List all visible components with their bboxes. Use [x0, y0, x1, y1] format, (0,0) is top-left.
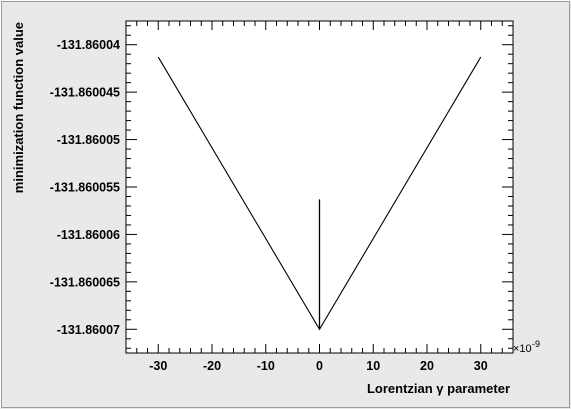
y-tick-label: -131.860045 — [50, 86, 120, 100]
x-tick-label: 20 — [420, 359, 434, 373]
ticks-layer: -30 -20 -10 0 10 20 30 -131.86007 -131.860065 -13… — [50, 21, 514, 373]
x-tick-label: 10 — [366, 359, 380, 373]
y-tick-label: -131.86007 — [57, 323, 120, 337]
y-tick-label: -131.86006 — [57, 228, 120, 242]
y-tick-label: -131.860055 — [50, 181, 120, 195]
x-tick-label: -20 — [203, 359, 221, 373]
y-tick-label: -131.86004 — [57, 38, 120, 52]
x-tick-label: 0 — [316, 359, 323, 373]
x-axis-multiplier-exponent: -9 — [532, 339, 540, 349]
data-layer — [157, 56, 482, 331]
x-axis-title: Lorentzian γ parameter — [367, 381, 510, 396]
x-tick-label: 30 — [474, 359, 488, 373]
x-tick-label: -30 — [149, 359, 167, 373]
y-axis-title: minimization function value — [11, 22, 26, 193]
x-axis-multiplier: ×10 -9 — [513, 339, 540, 355]
x-axis-multiplier-base: ×10 — [513, 343, 532, 355]
x-tick-label: -10 — [257, 359, 275, 373]
y-tick-label: -131.86005 — [57, 133, 120, 147]
y-tick-label: -131.860065 — [50, 275, 120, 289]
